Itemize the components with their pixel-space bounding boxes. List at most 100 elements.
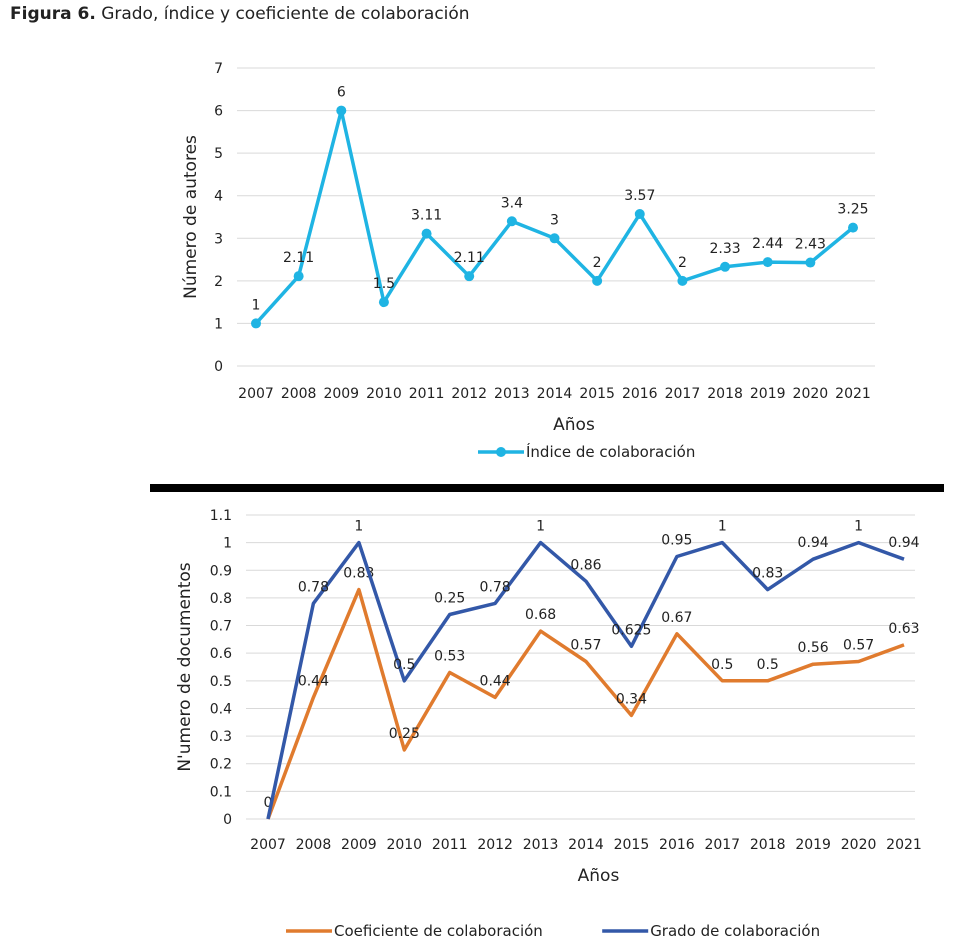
series-line bbox=[266, 587, 905, 820]
x-tick-label: 2016 bbox=[659, 837, 695, 853]
data-label: 1 bbox=[536, 519, 545, 535]
data-label: 1 bbox=[354, 519, 363, 535]
data-label: 2.44 bbox=[752, 236, 783, 252]
x-tick-label: 2020 bbox=[841, 837, 877, 853]
x-tick-label: 2009 bbox=[323, 386, 359, 402]
y-tick-label: 3 bbox=[214, 231, 223, 247]
data-label: 0.34 bbox=[616, 691, 647, 707]
x-tick-label: 2017 bbox=[665, 386, 701, 402]
y-tick-label: 4 bbox=[214, 189, 223, 205]
x-tick-label: 2011 bbox=[432, 837, 468, 853]
data-label: 3.11 bbox=[411, 208, 442, 224]
data-label: 2 bbox=[593, 255, 602, 271]
data-label: 2.11 bbox=[283, 250, 314, 266]
x-axis-title: Años bbox=[578, 866, 620, 886]
data-point bbox=[634, 209, 645, 220]
series-line bbox=[266, 540, 905, 820]
x-tick-label: 2018 bbox=[750, 837, 786, 853]
data-point bbox=[549, 233, 560, 244]
y-tick-label: 0.2 bbox=[210, 757, 232, 773]
data-label: 6 bbox=[337, 85, 346, 101]
x-tick-label: 2014 bbox=[537, 386, 573, 402]
data-label: 2.43 bbox=[795, 237, 826, 253]
data-label: 3.4 bbox=[501, 195, 523, 211]
data-point bbox=[464, 271, 475, 282]
legend-marker bbox=[496, 447, 506, 457]
y-tick-label: 0.8 bbox=[210, 591, 232, 607]
figure-label: Figura 6. bbox=[10, 4, 96, 24]
data-label: 0.94 bbox=[888, 535, 919, 551]
legend-label: Coeficiente de colaboración bbox=[334, 922, 543, 940]
data-label: 0.83 bbox=[752, 566, 783, 582]
x-tick-label: 2015 bbox=[614, 837, 650, 853]
data-point bbox=[378, 297, 389, 308]
y-tick-label: 0.1 bbox=[210, 784, 232, 800]
data-point bbox=[592, 275, 603, 286]
x-tick-label: 2008 bbox=[281, 386, 317, 402]
chart-grado-coeficiente: 0 0.1 0.2 0.3 0.4 0.5 0.6 0.7 0.8 0.9 1 1.1 2007 2008… bbox=[175, 508, 922, 940]
y-tick-label: 1 bbox=[223, 536, 232, 552]
data-label: 1 bbox=[718, 519, 727, 535]
y-tick-label: 1 bbox=[214, 316, 223, 332]
y-axis-title: N'umero de documentos bbox=[175, 562, 195, 771]
y-tick-label: 0 bbox=[214, 359, 223, 375]
data-label: 2 bbox=[678, 255, 687, 271]
data-label: 0.57 bbox=[843, 637, 874, 653]
x-tick-label: 2008 bbox=[296, 837, 332, 853]
data-label: 0.78 bbox=[480, 579, 511, 595]
data-label: 2.11 bbox=[454, 250, 485, 266]
chart-indice: 0 1 2 3 4 5 6 7 2007 2008 2009 2010 2011 2012 2013 2014… bbox=[181, 61, 875, 461]
y-tick-label: 0.3 bbox=[210, 729, 232, 745]
data-label: 1.5 bbox=[373, 276, 395, 292]
data-point bbox=[677, 275, 688, 286]
y-tick-label: 0.9 bbox=[210, 563, 232, 579]
data-label: 0.57 bbox=[570, 637, 601, 653]
data-label: 1 bbox=[854, 519, 863, 535]
x-tick-label: 2012 bbox=[451, 386, 487, 402]
x-tick-label: 2017 bbox=[704, 837, 740, 853]
data-label: 0.5 bbox=[757, 657, 779, 673]
data-label: 0.5 bbox=[711, 657, 733, 673]
x-tick-label: 2009 bbox=[341, 837, 377, 853]
y-tick-label: 0 bbox=[223, 812, 232, 828]
x-tick-label: 2015 bbox=[579, 386, 615, 402]
data-label: 0.67 bbox=[661, 610, 692, 626]
data-label: 0.68 bbox=[525, 607, 556, 623]
y-tick-label: 0.7 bbox=[210, 619, 232, 635]
data-label: 0 bbox=[264, 795, 273, 811]
data-label: 3.25 bbox=[837, 202, 868, 218]
data-label: 0.25 bbox=[434, 590, 465, 606]
data-point bbox=[336, 105, 347, 116]
y-tick-label: 0.5 bbox=[210, 674, 232, 690]
x-tick-label: 2007 bbox=[250, 837, 286, 853]
y-axis-title: Número de autores bbox=[181, 135, 201, 299]
data-point bbox=[848, 222, 858, 233]
data-point bbox=[805, 257, 816, 268]
data-label: 0.53 bbox=[434, 649, 465, 665]
figure-caption-text: Grado, índice y coeficiente de colaborac… bbox=[101, 4, 470, 24]
x-tick-label: 2021 bbox=[835, 386, 871, 402]
legend-label: Índice de colaboración bbox=[526, 442, 695, 461]
data-point bbox=[506, 216, 517, 227]
x-tick-label: 2016 bbox=[622, 386, 658, 402]
x-tick-label: 2019 bbox=[795, 837, 831, 853]
data-label: 0.95 bbox=[661, 532, 692, 548]
x-axis-title: Años bbox=[553, 415, 595, 435]
legend-label: Grado de colaboración bbox=[650, 922, 820, 940]
data-label: 0.86 bbox=[570, 557, 601, 573]
data-point bbox=[720, 261, 731, 272]
x-tick-label: 2013 bbox=[494, 386, 530, 402]
x-tick-label: 2010 bbox=[386, 837, 422, 853]
y-tick-label: 2 bbox=[214, 274, 223, 290]
x-tick-label: 2018 bbox=[707, 386, 743, 402]
y-tick-label: 0.6 bbox=[210, 646, 232, 662]
y-tick-label: 5 bbox=[214, 146, 223, 162]
y-tick-label: 1.1 bbox=[210, 508, 232, 524]
data-label: 0.56 bbox=[798, 640, 829, 656]
x-tick-label: 2010 bbox=[366, 386, 402, 402]
x-tick-label: 2020 bbox=[793, 386, 829, 402]
x-tick-label: 2012 bbox=[477, 837, 513, 853]
data-point bbox=[762, 257, 773, 268]
x-tick-label: 2019 bbox=[750, 386, 786, 402]
